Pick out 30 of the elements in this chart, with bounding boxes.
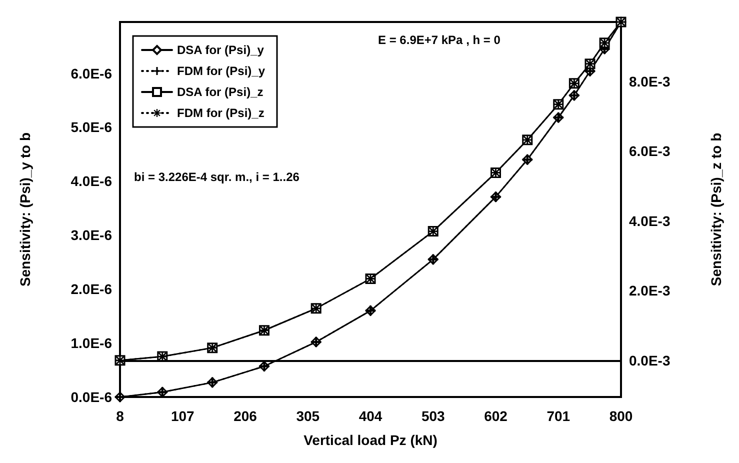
- y-axis-title: Sensitivity: (Psi)_y to b: [17, 132, 33, 287]
- x-tick-label: 602: [484, 408, 508, 424]
- y-tick-label: 2.0E-6: [70, 281, 112, 298]
- legend-label: DSA for (Psi)_z: [177, 85, 264, 99]
- y-tick-label: 5.0E-6: [70, 119, 112, 136]
- y2-tick-label: 6.0E-3: [629, 143, 670, 160]
- x-axis-title: Vertical load Pz (kN): [304, 432, 438, 448]
- annotation: E = 6.9E+7 kPa , h = 0: [378, 33, 501, 47]
- legend-label: FDM for (Psi)_y: [177, 64, 266, 78]
- y-tick-label: 0.0E-6: [70, 389, 112, 405]
- x-tick-label: 8: [116, 408, 124, 424]
- x-tick-label: 800: [609, 408, 633, 424]
- y-tick-label: 4.0E-6: [70, 173, 112, 190]
- y2-axis-title: Sensitivity: (Psi)_z to b: [708, 132, 724, 286]
- y2-tick-label: 4.0E-3: [629, 212, 670, 229]
- legend-label: FDM for (Psi)_z: [177, 106, 264, 120]
- x-tick-label: 206: [234, 408, 258, 424]
- annotation: bi = 3.226E-4 sqr. m., i = 1..26: [134, 170, 300, 184]
- y-tick-label: 1.0E-6: [70, 335, 112, 352]
- y2-tick-label: 8.0E-3: [629, 73, 670, 90]
- y-tick-label: 3.0E-6: [70, 227, 112, 244]
- x-tick-label: 404: [358, 408, 382, 424]
- x-tick-label: 701: [546, 408, 570, 424]
- y2-tick-label: 0.0E-3: [629, 352, 670, 368]
- y2-tick-label: 2.0E-3: [629, 282, 670, 299]
- x-tick-label: 107: [170, 408, 195, 424]
- y-tick-label: 6.0E-6: [70, 65, 112, 82]
- x-tick-label: 503: [421, 408, 446, 424]
- legend-label: DSA for (Psi)_y: [177, 43, 264, 57]
- x-tick-label: 305: [296, 408, 320, 424]
